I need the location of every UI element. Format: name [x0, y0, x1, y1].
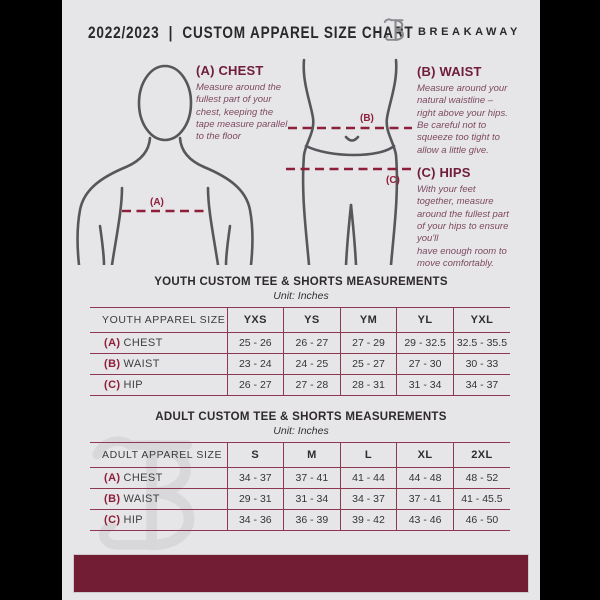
adult-col-header: L [339, 442, 397, 468]
cell: 28 - 31 [339, 374, 397, 396]
row-title: WAIST [123, 358, 160, 370]
cell: 39 - 42 [339, 509, 397, 531]
chest-heading: (A) CHEST [196, 63, 264, 78]
letterbox-left [0, 0, 62, 600]
cell: 25 - 26 [226, 332, 284, 354]
brand-name: BREAKAWAY [418, 26, 521, 38]
waist-description: Measure around your natural waistline – … [417, 83, 508, 156]
size-chart-page: 2022/2023 | CUSTOM APPAREL SIZE CHART BR… [62, 0, 540, 600]
cell: 31 - 34 [396, 374, 454, 396]
row-label-hip: (C) HIP [90, 374, 227, 396]
cell: 24 - 25 [283, 353, 341, 375]
youth-col-header: YL [396, 307, 454, 333]
breakaway-b-logo-icon [383, 18, 404, 41]
adult-table-header-row: ADULT APPAREL SIZE S M L XL 2XL [90, 442, 510, 468]
youth-col-header: YOUTH APPAREL SIZE [90, 307, 227, 333]
row-prefix: (A) [104, 472, 121, 484]
chest-description: Measure around the fullest part of your … [196, 82, 288, 143]
table-row: (B) WAIST 23 - 24 24 - 25 25 - 27 27 - 30… [90, 353, 510, 375]
lower-body-figure: (B) (C) [286, 58, 414, 265]
cell: 27 - 29 [339, 332, 397, 354]
cell: 36 - 39 [283, 509, 341, 531]
cell: 31 - 34 [283, 488, 341, 510]
row-prefix: (C) [104, 514, 121, 526]
footer-bar [73, 554, 529, 593]
cell: 25 - 27 [339, 353, 397, 375]
adult-col-header: XL [396, 442, 454, 468]
cell: 32.5 - 35.5 [452, 332, 510, 354]
head-outline [137, 64, 193, 142]
row-prefix: (B) [104, 358, 121, 370]
cell: 29 - 32.5 [396, 332, 454, 354]
youth-size-table: YOUTH APPAREL SIZE YXS YS YM YL YXL (A) C… [90, 307, 510, 396]
waistband-curve [304, 144, 396, 157]
youth-col-header: YXS [226, 307, 284, 333]
cell: 41 - 45.5 [452, 488, 510, 510]
cell: 27 - 30 [396, 353, 454, 375]
youth-unit-label: Unit: Inches [273, 290, 329, 302]
cell: 30 - 33 [452, 353, 510, 375]
cell: 37 - 41 [396, 488, 454, 510]
youth-table-header-row: YOUTH APPAREL SIZE YXS YS YM YL YXL [90, 307, 510, 333]
cell: 29 - 31 [226, 488, 284, 510]
page-title: 2022/2023 | CUSTOM APPAREL SIZE CHART [88, 23, 414, 42]
row-title: CHEST [123, 337, 163, 349]
cell: 26 - 27 [283, 332, 341, 354]
waist-marker-label: (B) [360, 113, 374, 124]
table-row: (B) WAIST 29 - 31 31 - 34 34 - 37 37 - 41… [90, 488, 510, 510]
row-label-chest: (A) CHEST [90, 332, 227, 354]
upper-body-figure: (A) [76, 64, 254, 265]
waist-heading: (B) WAIST [417, 64, 482, 79]
hips-description: With your feet together, measure around … [417, 184, 509, 270]
table-row: (A) CHEST 25 - 26 26 - 27 27 - 29 29 - 32… [90, 332, 510, 354]
cell: 34 - 37 [339, 488, 397, 510]
navel-mark [344, 135, 360, 142]
cell: 44 - 48 [396, 467, 454, 489]
cell: 23 - 24 [226, 353, 284, 375]
hip-marker-label: (C) [386, 175, 400, 186]
row-title: HIP [123, 514, 144, 526]
cell: 26 - 27 [226, 374, 284, 396]
row-title: CHEST [123, 472, 163, 484]
hips-heading: (C) HIPS [417, 165, 471, 180]
adult-col-header: M [283, 442, 341, 468]
row-prefix: (A) [104, 337, 121, 349]
adult-col-header: S [226, 442, 284, 468]
row-prefix: (C) [104, 379, 121, 391]
row-title: HIP [123, 379, 144, 391]
cell: 34 - 36 [226, 509, 284, 531]
youth-section-title: YOUTH CUSTOM TEE & SHORTS MEASUREMENTS [154, 276, 448, 288]
table-row: (A) CHEST 34 - 37 37 - 41 41 - 44 44 - 48… [90, 467, 510, 489]
cell: 34 - 37 [452, 374, 510, 396]
adult-unit-label: Unit: Inches [273, 425, 329, 437]
row-title: WAIST [123, 493, 160, 505]
cell: 41 - 44 [339, 467, 397, 489]
row-prefix: (B) [104, 493, 121, 505]
cell: 34 - 37 [226, 467, 284, 489]
table-row: (C) HIP 34 - 36 36 - 39 39 - 42 43 - 46 4… [90, 509, 510, 531]
adult-col-header: ADULT APPAREL SIZE [90, 442, 227, 468]
cell: 37 - 41 [283, 467, 341, 489]
youth-col-header: YM [339, 307, 397, 333]
cell: 43 - 46 [396, 509, 454, 531]
row-label-waist: (B) WAIST [90, 353, 227, 375]
adult-col-header: 2XL [452, 442, 510, 468]
cell: 48 - 52 [452, 467, 510, 489]
cell: 46 - 50 [452, 509, 510, 531]
chest-marker-label: (A) [150, 197, 164, 208]
table-row: (C) HIP 26 - 27 27 - 28 28 - 31 31 - 34 3… [90, 374, 510, 396]
row-label-chest: (A) CHEST [90, 467, 227, 489]
row-label-waist: (B) WAIST [90, 488, 227, 510]
adult-size-table: ADULT APPAREL SIZE S M L XL 2XL (A) CHEST… [90, 442, 510, 531]
cell: 27 - 28 [283, 374, 341, 396]
letterbox-right [540, 0, 600, 600]
youth-col-header: YS [283, 307, 341, 333]
youth-col-header: YXL [452, 307, 510, 333]
adult-section-title: ADULT CUSTOM TEE & SHORTS MEASUREMENTS [155, 411, 447, 423]
row-label-hip: (C) HIP [90, 509, 227, 531]
